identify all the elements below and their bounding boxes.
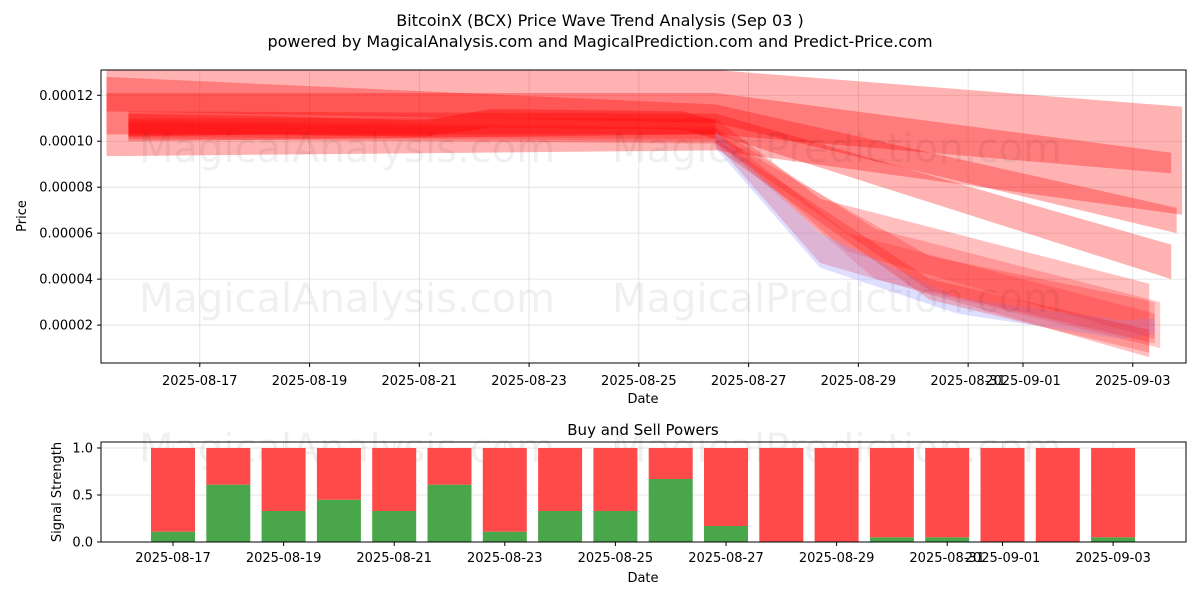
price-x-tick-label: 2025-08-17 — [162, 374, 238, 389]
signal-y-tick-label: 0.5 — [72, 489, 93, 504]
price-x-tick-label: 2025-08-23 — [491, 374, 567, 389]
buy-bar — [427, 484, 472, 542]
buy-bar — [1091, 537, 1136, 542]
signal-y-ticks: 0.0 0.5 1.0 — [72, 442, 101, 551]
price-band-3 — [106, 76, 1177, 234]
price-x-tick-label: 2025-08-19 — [272, 374, 348, 389]
signal-x-tick-label: 2025-08-21 — [356, 551, 432, 566]
signal-x-tick-label: 2025-08-29 — [799, 551, 875, 566]
price-y-tick-label: 0.00004 — [39, 273, 93, 288]
signal-bars — [151, 448, 1136, 542]
price-axes-frame — [100, 69, 1187, 364]
price-x-tick-label: 2025-08-29 — [821, 374, 897, 389]
sell-bar — [316, 448, 361, 500]
price-y-tick-label: 0.00002 — [39, 319, 93, 334]
signal-chart-title: Buy and Sell Powers — [567, 421, 719, 439]
sell-bar — [261, 448, 306, 511]
price-band-4 — [128, 111, 1172, 280]
watermark-top-right: MagicalPrediction.com — [612, 126, 1062, 172]
signal-x-tick-label: 2025-08-23 — [467, 551, 543, 566]
buy-bar — [316, 499, 361, 542]
sell-bar — [704, 448, 748, 527]
signal-x-tick-label: 2025-08-27 — [688, 551, 764, 566]
price-chart: MagicalAnalysis.com MagicalPrediction.co… — [15, 69, 1187, 407]
price-y-tick-label: 0.00012 — [39, 89, 93, 104]
buy-bar — [151, 531, 195, 542]
sell-bar — [869, 448, 914, 538]
buy-bar — [648, 479, 693, 542]
sell-bar — [206, 448, 251, 485]
price-band-6 — [128, 118, 1150, 358]
price-x-tick-label: 2025-09-03 — [1095, 374, 1171, 389]
signal-x-tick-label: 2025-08-25 — [578, 551, 654, 566]
price-band-10 — [715, 134, 1155, 344]
signal-x-tick-label: 2025-08-17 — [135, 551, 211, 566]
price-y-label: Price — [15, 200, 30, 232]
sell-bar — [482, 448, 527, 532]
sell-bar — [1035, 448, 1080, 542]
price-y-tick-label: 0.00006 — [39, 227, 93, 242]
signal-x-tick-label: 2025-09-01 — [965, 551, 1041, 566]
price-x-tick-label: 2025-08-27 — [711, 374, 787, 389]
buy-bar — [925, 537, 970, 542]
price-x-ticks: 2025-08-17 2025-08-19 2025-08-21 2025-08-23… — [162, 363, 1171, 389]
signal-y-tick-label: 0.0 — [72, 536, 93, 551]
price-band-1 — [106, 70, 1183, 215]
sell-bar — [538, 448, 583, 511]
buy-bar — [261, 510, 306, 542]
buy-bar — [538, 510, 583, 542]
watermark-top-left: MagicalAnalysis.com — [139, 126, 555, 172]
signal-x-tick-label: 2025-09-03 — [1075, 551, 1151, 566]
buy-bar — [482, 531, 527, 542]
price-band-2 — [106, 92, 1172, 174]
signal-y-tick-label: 1.0 — [72, 442, 93, 457]
price-x-tick-label: 2025-09-01 — [985, 374, 1061, 389]
sell-bar — [151, 448, 195, 532]
price-band-5 — [128, 109, 716, 139]
signal-x-ticks: 2025-08-17 2025-08-19 2025-08-21 2025-08-23… — [135, 542, 1151, 566]
sell-bar — [980, 448, 1025, 542]
sell-bar — [925, 448, 970, 538]
buy-bar — [704, 526, 748, 542]
watermark-mid-left: MagicalAnalysis.com — [139, 276, 555, 322]
sell-bar — [372, 448, 417, 511]
chart-title: BitcoinX (BCX) Price Wave Trend Analysis… — [396, 11, 803, 30]
sell-bar — [648, 448, 693, 480]
price-band-9 — [715, 132, 1155, 339]
price-x-tick-label: 2025-08-31 — [930, 374, 1006, 389]
signal-x-tick-label: 2025-08-19 — [246, 551, 322, 566]
signal-y-label: Signal Strength — [50, 442, 65, 542]
price-bands — [106, 70, 1183, 358]
signal-axes-frame — [100, 441, 1187, 543]
sell-bar — [427, 448, 472, 485]
buy-bar — [593, 510, 638, 542]
price-y-tick-label: 0.00010 — [39, 135, 93, 150]
buy-bar — [372, 510, 417, 542]
buy-bar — [869, 537, 914, 542]
price-y-ticks: 0.00002 0.00004 0.00006 0.00008 0.00010 0.000… — [39, 89, 101, 334]
price-y-tick-label: 0.00008 — [39, 181, 93, 196]
price-band-11 — [715, 138, 1150, 353]
buy-bar — [206, 484, 251, 542]
signal-chart: Buy and Sell Powers MagicalAnalysis.com … — [50, 421, 1187, 586]
signal-x-label: Date — [627, 571, 658, 586]
price-x-tick-label: 2025-08-25 — [601, 374, 677, 389]
price-x-tick-label: 2025-08-21 — [382, 374, 458, 389]
price-x-label: Date — [627, 392, 658, 407]
sell-bar — [1091, 448, 1136, 538]
chart-subtitle: powered by MagicalAnalysis.com and Magic… — [267, 32, 932, 51]
sell-bar — [759, 448, 804, 542]
signal-x-tick-label: 2025-08-31 — [909, 551, 985, 566]
sell-bar — [814, 448, 859, 542]
price-grid — [101, 70, 1186, 363]
watermark-mid-right: MagicalPrediction.com — [612, 276, 1062, 322]
sell-bar — [593, 448, 638, 511]
